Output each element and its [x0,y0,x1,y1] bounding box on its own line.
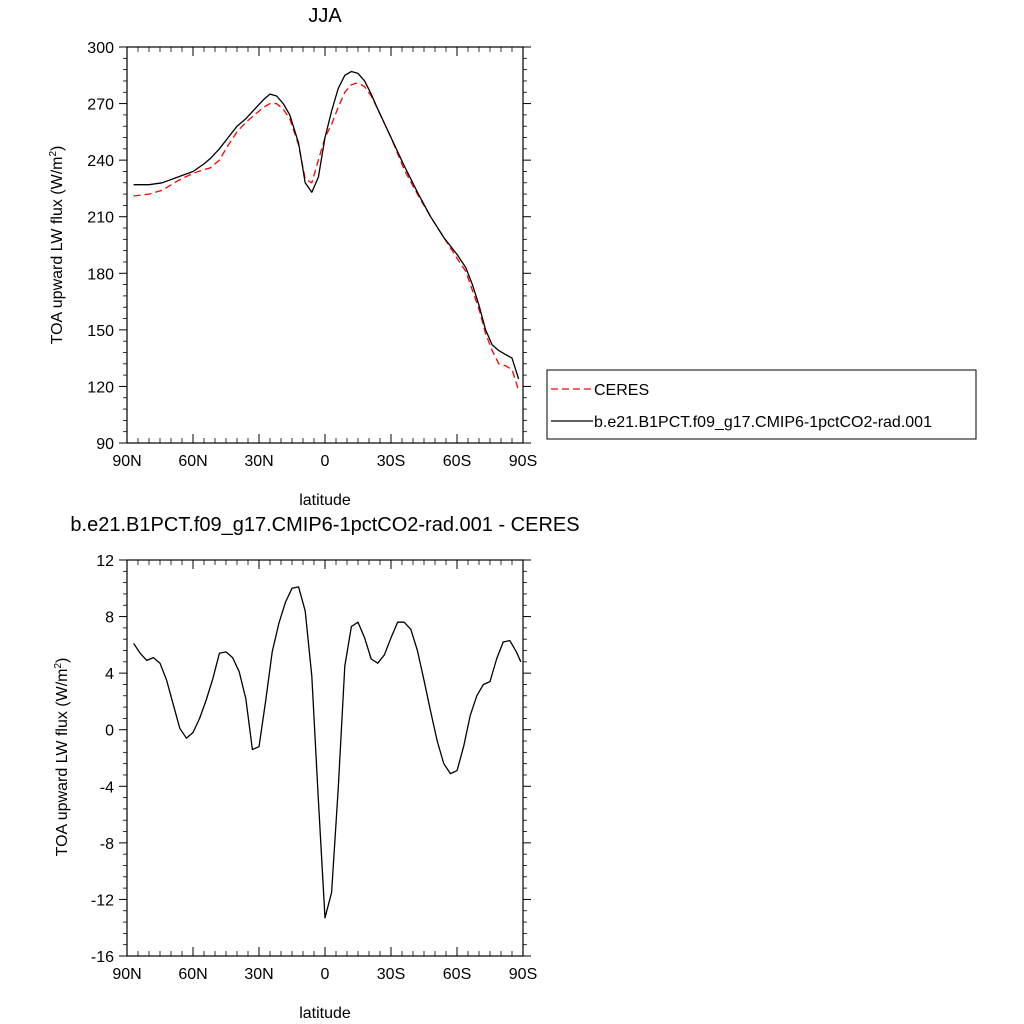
bottom-chart-title: b.e21.B1PCT.f09_g17.CMIP6-1pctCO2-rad.00… [70,514,579,536]
legend-label-ceres: CERES [594,382,649,399]
bottom-series-line-model [133,586,522,919]
top-y-axis-label-close: ) [49,146,66,151]
bottom-y-tick-label: 4 [105,666,114,683]
bottom-y-tick-label: -4 [100,779,114,796]
top-x-axis-label: latitude [299,492,351,509]
top-y-axis-label: TOA upward LW flux (W/m2) [48,146,66,345]
bottom-panel: b.e21.B1PCT.f09_g17.CMIP6-1pctCO2-rad.00… [53,514,580,1022]
bottom-y-tick-label: -8 [100,836,114,853]
legend-box [546,369,977,440]
top-series-line-model [133,70,520,380]
top-y-tick-label: 150 [87,323,114,340]
top-panel: JJA 90N 60N 30N 0 30S 60S 90S 90 120 150 180 210 24… [48,5,977,509]
bottom-x-tick-label: 60N [178,966,207,983]
top-y-axis-label-sup: 2 [48,151,59,157]
bottom-y-tick-labels: -16 -12 -8 -4 0 4 8 12 [91,553,114,966]
legend: CERES b.e21.B1PCT.f09_g17.CMIP6-1pctCO2-… [546,369,977,440]
top-x-tick-label: 0 [321,453,330,470]
legend-label-model: b.e21.B1PCT.f09_g17.CMIP6-1pctCO2-rad.00… [594,414,932,431]
top-x-tick-label: 90N [112,453,141,470]
top-x-tick-label: 60S [443,453,471,470]
bottom-y-axis-label-sup: 2 [53,663,64,669]
bottom-y-axis-label-close: ) [54,658,71,663]
bottom-x-tick-labels: 90N 60N 30N 0 30S 60S 90S [112,966,537,983]
top-frame [126,46,524,444]
top-y-axis-label-main: TOA upward LW flux (W/m [49,157,66,345]
bottom-y-tick-label: -12 [91,892,114,909]
bottom-x-tick-label: 30S [377,966,405,983]
bottom-y-axis-label: TOA upward LW flux (W/m2) [53,658,71,857]
bottom-x-tick-label: 60S [443,966,471,983]
top-y-tick-label: 210 [87,210,114,227]
bottom-y-tick-label: 0 [105,723,114,740]
top-x-tick-label: 60N [178,453,207,470]
bottom-x-tick-label: 30N [244,966,273,983]
bottom-y-tick-label: 12 [96,553,114,570]
top-x-tick-label: 90S [509,453,537,470]
bottom-y-tick-label: -16 [91,949,114,966]
top-chart-title: JJA [308,5,342,27]
bottom-frame [126,559,524,957]
top-y-tick-label: 120 [87,379,114,396]
bottom-x-tick-label: 90S [509,966,537,983]
top-y-tick-label: 180 [87,266,114,283]
top-x-tick-label: 30N [244,453,273,470]
top-y-tick-label: 270 [87,97,114,114]
bottom-x-tick-label: 0 [321,966,330,983]
top-series-line-ceres [133,82,520,391]
top-plot-area [119,46,531,444]
top-x-tick-label: 30S [377,453,405,470]
bottom-x-axis-label: latitude [299,1005,351,1022]
top-y-tick-labels: 90 120 150 180 210 240 270 300 [87,40,114,453]
top-x-tick-labels: 90N 60N 30N 0 30S 60S 90S [112,453,537,470]
top-y-tick-label: 300 [87,40,114,57]
bottom-plot-area [119,559,531,957]
bottom-x-tick-label: 90N [112,966,141,983]
bottom-y-axis-label-main: TOA upward LW flux (W/m [54,669,71,857]
bottom-y-tick-label: 8 [105,610,114,627]
top-y-tick-label: 240 [87,153,114,170]
top-y-tick-label: 90 [96,436,114,453]
